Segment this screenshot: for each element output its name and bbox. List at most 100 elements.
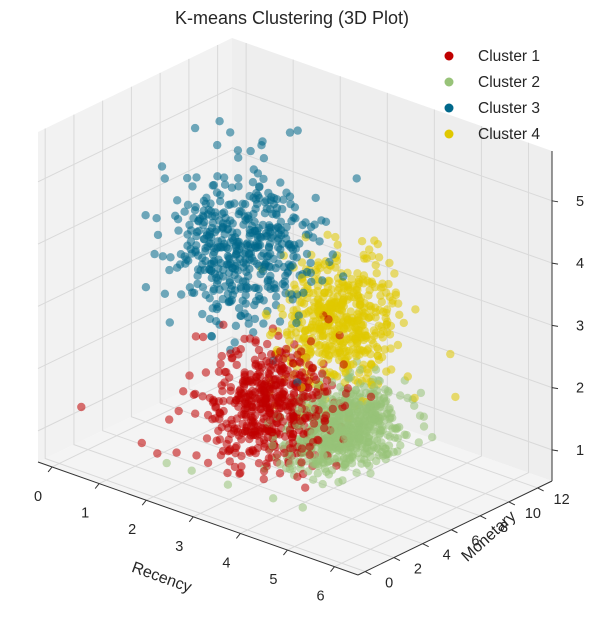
data-point-cluster-4 [356,300,365,309]
data-point-cluster-1 [339,360,348,369]
data-point-cluster-2 [349,424,358,433]
y-tick-mark [479,515,487,520]
data-point-cluster-3 [213,276,222,285]
data-point-cluster-1 [242,423,251,432]
data-point-cluster-4 [313,306,322,315]
data-point-cluster-1 [284,372,293,382]
x-axis-label: Recency [129,559,193,596]
data-point-cluster-3 [328,250,337,259]
data-point-cluster-3 [207,331,216,341]
data-point-cluster-4 [370,236,379,245]
data-point-cluster-3 [277,231,286,240]
data-point-cluster-1 [275,469,285,478]
data-point-cluster-3 [150,249,159,259]
data-point-cluster-2 [355,434,364,443]
data-point-cluster-1 [297,458,306,467]
data-point-cluster-4 [366,350,375,359]
data-point-cluster-4 [446,349,455,359]
x-tick-label: 2 [128,522,136,538]
data-point-cluster-4 [391,288,400,297]
data-point-cluster-2 [162,458,171,468]
data-point-cluster-2 [360,382,369,391]
data-point-cluster-3 [176,260,185,269]
x-tick-label: 0 [34,489,42,505]
data-point-cluster-1 [320,414,329,423]
data-point-cluster-4 [317,358,326,367]
data-point-cluster-3 [165,318,174,327]
data-point-cluster-3 [251,243,260,252]
data-point-cluster-4 [366,305,376,314]
data-point-cluster-3 [228,290,238,299]
data-point-cluster-3 [212,188,222,197]
data-point-cluster-4 [300,333,309,343]
y-tick-mark [508,501,516,506]
data-point-cluster-1 [217,351,226,361]
data-point-cluster-1 [261,398,270,408]
data-point-cluster-4 [337,288,347,298]
data-point-cluster-1 [230,462,240,472]
data-point-cluster-1 [313,435,322,444]
data-point-cluster-3 [212,244,221,253]
data-point-cluster-1 [323,387,332,396]
data-point-cluster-1 [153,449,162,458]
data-point-cluster-4 [339,344,348,353]
data-point-cluster-1 [309,372,319,381]
data-point-cluster-3 [259,174,268,184]
y-tick-label: 6 [471,534,479,550]
data-point-cluster-1 [303,392,312,402]
data-point-cluster-3 [205,294,214,303]
data-point-cluster-2 [379,394,388,403]
data-point-cluster-1 [266,350,276,359]
data-point-cluster-2 [381,415,390,424]
data-point-cluster-2 [294,406,304,415]
data-point-cluster-1 [309,419,319,428]
grid-line-y [102,100,423,545]
data-point-cluster-3 [234,210,243,219]
data-point-cluster-4 [354,329,363,338]
data-point-cluster-1 [295,370,304,380]
y-tick-label: 12 [554,492,570,508]
data-point-cluster-3 [259,319,268,328]
data-point-cluster-1 [265,415,275,425]
data-point-cluster-3 [157,162,167,171]
data-point-cluster-3 [249,328,258,337]
data-point-cluster-3 [173,215,183,224]
data-point-cluster-1 [216,359,225,369]
legend-marker-1 [444,51,454,61]
data-point-cluster-1 [241,400,250,409]
data-point-cluster-4 [385,258,394,268]
grid-line-y [130,86,452,531]
data-point-cluster-1 [222,368,231,377]
data-point-cluster-1 [271,357,280,366]
data-point-cluster-1 [263,339,272,349]
data-point-cluster-3 [317,216,326,225]
data-point-cluster-4 [314,348,324,357]
data-point-cluster-2 [367,414,376,423]
y-tick-label: 10 [525,506,541,522]
data-point-cluster-3 [207,266,216,275]
data-point-cluster-3 [302,249,312,259]
data-point-cluster-2 [389,447,398,457]
data-point-cluster-3 [183,173,192,183]
data-point-cluster-2 [324,470,334,479]
data-point-cluster-2 [416,388,426,398]
data-point-cluster-3 [249,256,258,266]
data-point-cluster-2 [328,444,337,454]
data-point-cluster-2 [385,404,394,413]
x-tick-mark [47,466,53,473]
data-point-cluster-1 [218,446,228,456]
data-point-cluster-1 [226,429,236,438]
data-point-cluster-3 [258,137,267,146]
data-point-cluster-2 [276,459,285,469]
data-point-cluster-1 [318,369,327,378]
data-point-cluster-3 [152,214,161,223]
data-point-cluster-3 [315,237,324,246]
data-point-cluster-4 [368,279,377,289]
data-point-cluster-1 [220,378,229,387]
data-point-cluster-1 [203,458,213,468]
data-point-cluster-4 [327,345,337,354]
data-point-cluster-4 [305,350,314,359]
data-point-cluster-1 [174,406,183,416]
z-tick-mark [551,324,559,327]
